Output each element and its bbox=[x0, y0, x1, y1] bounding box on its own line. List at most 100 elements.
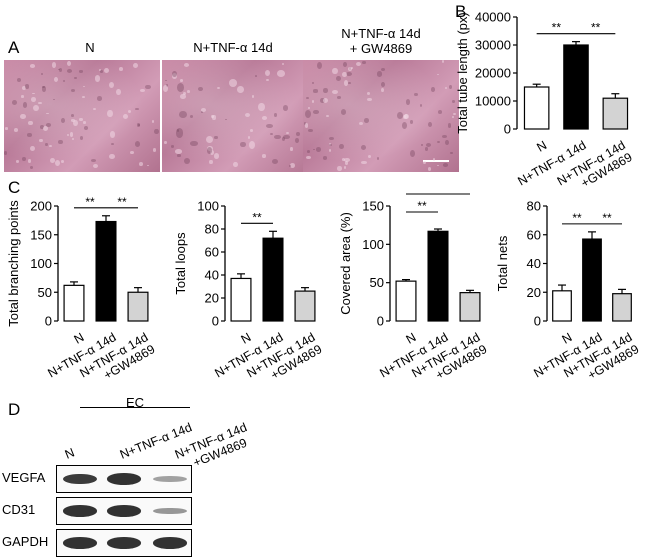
cell-texture bbox=[425, 142, 432, 148]
cell-texture bbox=[74, 76, 77, 80]
cell-texture bbox=[32, 105, 39, 112]
cell-texture bbox=[200, 111, 204, 114]
cell-texture bbox=[376, 71, 383, 77]
cell-texture bbox=[212, 115, 216, 120]
cell-texture bbox=[438, 110, 443, 114]
cell-texture bbox=[145, 84, 151, 90]
cell-texture bbox=[66, 133, 69, 136]
cell-texture bbox=[362, 60, 366, 64]
cell-texture bbox=[425, 147, 429, 151]
cell-texture bbox=[175, 127, 184, 138]
cell-texture bbox=[289, 163, 296, 169]
y-tick-label: 150 bbox=[362, 199, 384, 214]
cell-texture bbox=[306, 149, 311, 153]
cell-texture bbox=[32, 92, 35, 95]
cell-texture bbox=[359, 122, 364, 126]
cell-texture bbox=[50, 158, 56, 164]
y-tick-label: 40 bbox=[205, 268, 219, 283]
cell-texture bbox=[110, 131, 115, 138]
blot-lane-label-line: N bbox=[63, 445, 77, 461]
cell-texture bbox=[311, 100, 315, 103]
cell-texture bbox=[213, 153, 220, 159]
cell-texture bbox=[162, 84, 169, 93]
cell-texture bbox=[29, 166, 33, 170]
cell-texture bbox=[83, 121, 87, 124]
cell-texture bbox=[82, 85, 86, 88]
cell-texture bbox=[350, 66, 354, 69]
cell-texture bbox=[24, 84, 30, 89]
y-tick-label: 20 bbox=[205, 291, 219, 306]
cell-texture bbox=[254, 74, 257, 77]
cell-texture bbox=[176, 82, 185, 93]
y-tick-label: 100 bbox=[197, 199, 219, 214]
cell-texture bbox=[453, 113, 456, 116]
y-tick-label: 0 bbox=[212, 314, 219, 329]
cell-texture bbox=[445, 86, 448, 90]
cell-texture bbox=[46, 112, 49, 115]
cell-texture bbox=[442, 163, 448, 167]
bar bbox=[552, 290, 572, 322]
cell-texture bbox=[328, 144, 332, 146]
cell-texture bbox=[451, 99, 455, 103]
significance-label: ** bbox=[433, 190, 443, 195]
cell-texture bbox=[172, 71, 177, 78]
cell-texture bbox=[313, 110, 319, 115]
cell-texture bbox=[328, 143, 332, 146]
cell-texture bbox=[316, 62, 322, 70]
cell-texture bbox=[200, 108, 207, 113]
cell-texture bbox=[346, 71, 353, 76]
cell-texture bbox=[345, 161, 348, 165]
cell-texture bbox=[135, 107, 140, 111]
cell-texture bbox=[403, 114, 408, 119]
cell-texture bbox=[266, 79, 270, 81]
cell-texture bbox=[151, 119, 155, 123]
cell-texture bbox=[240, 142, 246, 148]
blot-band bbox=[107, 505, 141, 517]
cell-texture bbox=[266, 124, 273, 129]
cell-texture bbox=[442, 135, 448, 139]
cell-texture bbox=[183, 62, 190, 68]
cell-texture bbox=[323, 97, 329, 103]
cell-texture bbox=[11, 99, 17, 105]
cell-texture bbox=[413, 93, 418, 97]
cell-texture bbox=[179, 79, 183, 82]
cell-texture bbox=[315, 146, 322, 152]
cell-texture bbox=[323, 156, 328, 160]
significance-label: ** bbox=[572, 211, 582, 225]
x-tick-label: N+TNF-α 14d+GW4869 bbox=[409, 330, 489, 390]
cell-texture bbox=[37, 102, 42, 105]
y-tick-label: 40 bbox=[527, 256, 541, 271]
y-tick-label: 100 bbox=[30, 256, 52, 271]
blot-lane-label: N bbox=[63, 445, 77, 461]
cell-texture bbox=[27, 133, 33, 137]
cell-texture bbox=[42, 126, 48, 132]
y-tick-label: 200 bbox=[30, 199, 52, 214]
panel-label-d: D bbox=[8, 400, 21, 419]
cell-texture bbox=[296, 131, 301, 137]
cell-texture bbox=[304, 122, 309, 128]
cell-texture bbox=[21, 95, 25, 98]
cell-texture bbox=[206, 136, 214, 144]
cell-texture bbox=[251, 95, 255, 98]
cell-texture bbox=[176, 128, 179, 132]
cell-texture bbox=[306, 155, 312, 159]
cell-texture bbox=[58, 68, 62, 73]
western-blot: EC N N+TNF-α 14d N+TNF-α 14d+GW4869 VEGFA C… bbox=[0, 395, 260, 557]
blot-band bbox=[107, 473, 141, 485]
blot-row-label: VEGFA bbox=[2, 470, 46, 485]
cell-texture bbox=[216, 87, 220, 90]
cell-texture bbox=[436, 140, 441, 144]
cell-texture bbox=[99, 69, 104, 74]
ec-group-label: EC bbox=[125, 395, 145, 410]
bar bbox=[63, 284, 85, 322]
x-tick-label: N bbox=[239, 330, 254, 347]
x-tick-label-line: N bbox=[404, 330, 419, 347]
cell-texture bbox=[70, 88, 75, 92]
cell-texture bbox=[380, 68, 385, 71]
cell-texture bbox=[136, 123, 141, 128]
cell-texture bbox=[336, 75, 342, 82]
cell-texture bbox=[320, 97, 325, 103]
cell-texture bbox=[273, 113, 277, 117]
cell-texture bbox=[236, 85, 244, 93]
